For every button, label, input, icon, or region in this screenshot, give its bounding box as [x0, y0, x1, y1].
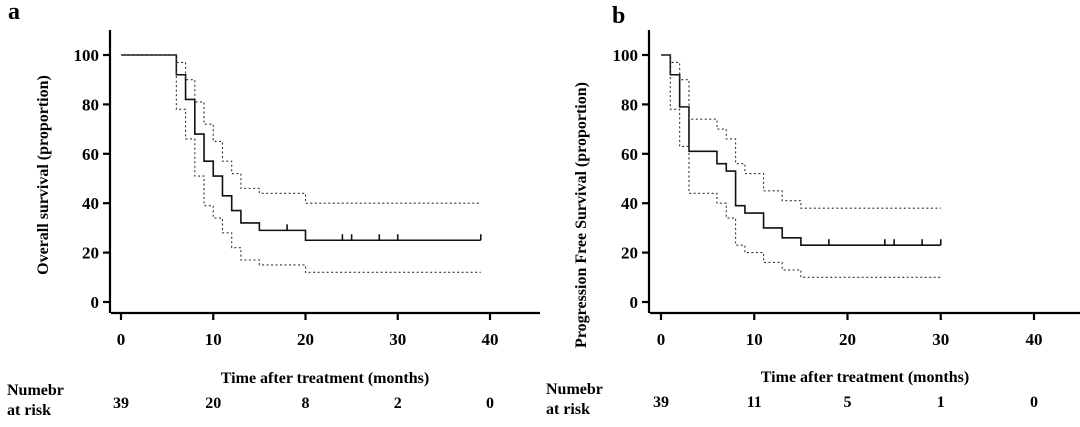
panel-a-at-risk-label-line1: Numebr	[7, 382, 64, 399]
panel-b-at-risk-value: 1	[937, 394, 945, 411]
panel-b-y-tick-label: 0	[630, 293, 639, 312]
panel-b-y-tick-label: 60	[621, 145, 638, 164]
panel-a-estimate-curve	[121, 55, 481, 240]
panel-b-x-tick-label: 40	[1026, 330, 1043, 349]
panel-a-at-risk-value: 0	[486, 395, 494, 412]
panel-a-at-risk-value: 39	[113, 395, 129, 412]
panel-a-x-tick-label: 20	[297, 330, 314, 349]
panel-a-x-axis-title: Time after treatment (months)	[221, 370, 429, 387]
panel-letter-a: a	[8, 0, 20, 25]
panel-b-y-tick-label: 100	[613, 46, 639, 65]
panel-b-y-tick-label: 20	[621, 244, 638, 263]
panel-a-x-tick-label: 40	[482, 330, 499, 349]
panel-a-y-tick-label: 20	[82, 244, 99, 263]
panel-a-at-risk-value: 20	[205, 395, 221, 412]
panel-a-x-tick-label: 10	[205, 330, 222, 349]
panel-a-y-tick-label: 60	[82, 145, 99, 164]
panel-b-upper-ci-curve	[661, 55, 941, 208]
panel-a-y-tick-label: 0	[91, 293, 100, 312]
panel-b-at-risk-value: 5	[844, 394, 852, 411]
panel-b-x-tick-label: 30	[932, 330, 949, 349]
panel-a-x-tick-label: 30	[389, 330, 406, 349]
panel-b-x-tick-label: 10	[746, 330, 763, 349]
panel-a-at-risk-label-line2: at risk	[7, 402, 51, 419]
panel-a-at-risk-value: 8	[302, 395, 310, 412]
panel-a-y-tick-label: 100	[74, 46, 100, 65]
panel-b-x-axis-title: Time after treatment (months)	[761, 369, 969, 386]
panel-b-at-risk-label-line1: Numebr	[546, 381, 603, 398]
panel-b-x-tick-label: 20	[839, 330, 856, 349]
panel-a-y-tick-label: 80	[82, 95, 99, 114]
panel-letter-b: b	[612, 3, 625, 29]
panel-a-y-axis-title: Overall survival (proportion)	[35, 75, 52, 275]
panel-a-upper-ci-curve	[121, 55, 481, 203]
panel-b-at-risk-value: 11	[747, 394, 762, 411]
panel-b-x-tick-label: 0	[657, 330, 666, 349]
panel-b-y-axis-title: Progression Free Survival (proportion)	[573, 82, 590, 348]
panel-a-at-risk-value: 2	[394, 395, 402, 412]
panel-b-at-risk-label-line2: at risk	[546, 401, 590, 418]
panel-b-at-risk-value: 0	[1030, 394, 1038, 411]
panel-a-x-tick-label: 0	[117, 330, 126, 349]
panel-b-estimate-curve	[661, 55, 941, 245]
panel-b-y-tick-label: 40	[621, 194, 638, 213]
panel-a-y-tick-label: 40	[82, 194, 99, 213]
panel-b-y-tick-label: 80	[621, 95, 638, 114]
panel-b-at-risk-value: 39	[653, 394, 669, 411]
